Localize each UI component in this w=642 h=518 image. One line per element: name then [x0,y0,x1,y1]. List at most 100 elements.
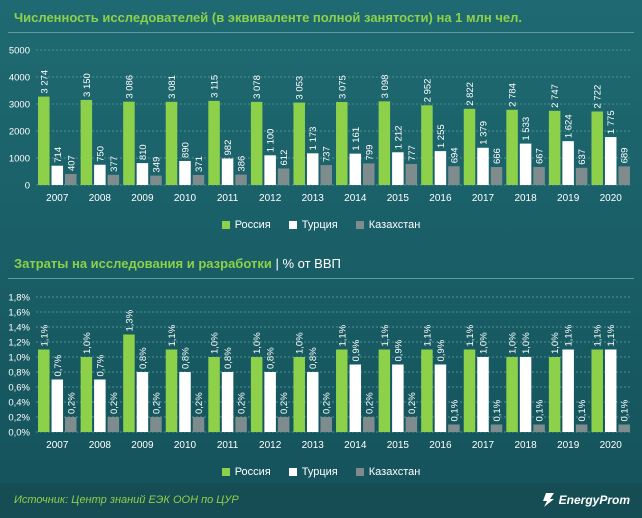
legend-item-turkey: Турция [288,466,338,478]
x-tick-label: 2016 [429,440,452,451]
data-label-kazakhstan: 799 [364,145,375,161]
chart-title-researchers: Численность исследователей (в эквивалент… [14,10,522,25]
bar-kazakhstan [65,174,77,185]
bar-russia [38,96,50,185]
legend-swatch-kazakhstan [355,468,364,476]
chart-title-text: Численность исследователей (в эквивалент… [14,10,523,25]
x-tick-label: 2013 [302,440,325,451]
bar-russia [421,105,433,185]
footer-bar [0,483,642,518]
x-tick-label: 2017 [472,440,495,451]
data-label-kazakhstan: 0,2% [151,392,162,414]
legend-top: Россия Турция Казахстан [0,219,642,231]
y-tick-label: 1,2% [8,338,30,349]
data-label-russia: 1,1% [380,324,391,346]
legend-label-russia: Россия [234,219,271,231]
legend-bottom: Россия Турция Казахстан [0,466,642,478]
bar-russia [548,357,561,432]
bar-russia [336,101,348,185]
bar-kazakhstan [192,174,205,185]
bar-kazakhstan [277,168,290,185]
data-label-russia: 3 274 [39,70,50,94]
bar-russia [506,109,518,185]
bar-kazakhstan [618,424,630,432]
y-tick-label: 2000 [9,127,30,138]
data-label-russia: 3 115 [210,75,221,98]
bar-kazakhstan [320,165,332,185]
data-label-kazakhstan: 0,2% [364,392,375,414]
bar-kazakhstan [65,417,77,432]
x-tick-label: 2014 [344,193,367,204]
legend-swatch-kazakhstan [355,221,364,229]
bar-turkey [349,153,362,185]
title-separator: | [275,256,279,271]
legend-label-turkey: Турция [301,219,338,231]
bar-russia [378,349,391,432]
bar-kazakhstan [235,417,247,432]
bar-russia [250,101,263,185]
legend-label-kazakhstan: Казахстан [368,219,421,231]
x-tick-label: 2007 [46,193,69,204]
y-tick-label: 0 [25,181,30,192]
data-label-russia: 1,0% [295,332,306,354]
bar-russia [80,357,93,432]
data-label-kazakhstan: 0,2% [66,392,77,414]
logo: EnergyProm [540,492,630,508]
x-tick-label: 2020 [600,440,623,451]
x-tick-label: 2018 [514,193,537,204]
legend-label-russia: Россия [234,466,271,478]
data-label-russia: 2 722 [593,85,604,109]
data-label-turkey: 0,8% [266,347,277,369]
bar-turkey [477,147,489,185]
data-label-turkey: 1 100 [266,129,277,153]
bar-turkey [604,137,617,185]
data-label-turkey: 0,7% [95,354,106,376]
y-tick-label: 1000 [9,154,30,165]
data-label-turkey: 1,1% [564,324,575,346]
title-divider [8,278,634,279]
data-label-kazakhstan: 386 [237,156,248,172]
bar-kazakhstan [448,424,460,432]
bar-kazakhstan [405,417,418,432]
data-label-russia: 2 822 [465,82,476,106]
data-label-kazakhstan: 612 [279,150,290,166]
x-tick-label: 2020 [600,193,623,204]
bar-russia [548,110,561,185]
chart-subtitle: % от ВВП [282,256,341,271]
data-label-turkey: 1 212 [393,125,404,149]
bar-turkey [264,372,276,432]
bar-russia [123,334,135,432]
data-label-turkey: 1,0% [521,332,532,354]
data-label-turkey: 0,9% [436,339,447,361]
data-label-kazakhstan: 377 [109,156,120,172]
x-tick-label: 2008 [89,440,112,451]
x-tick-label: 2012 [259,193,282,204]
bar-turkey [604,349,617,432]
bar-turkey [94,164,106,185]
data-label-russia: 3 053 [295,76,306,100]
bar-kazakhstan [150,417,162,432]
data-label-russia: 3 086 [124,75,135,99]
x-tick-label: 2010 [174,193,197,204]
bar-kazakhstan [235,174,247,185]
x-tick-label: 2016 [429,193,452,204]
data-label-russia: 3 081 [167,75,178,99]
y-tick-label: 1,4% [8,323,30,334]
y-tick-label: 1,6% [8,308,30,319]
legend-swatch-turkey [288,468,297,476]
data-label-russia: 3 078 [252,75,263,99]
legend-label-turkey: Турция [301,466,338,478]
x-tick-label: 2011 [217,440,239,451]
data-label-russia: 3 098 [380,75,391,99]
bar-russia [208,357,220,432]
bar-turkey [306,372,319,432]
x-tick-label: 2018 [514,440,537,451]
x-tick-label: 2013 [302,193,325,204]
y-tick-label: 0,6% [8,383,30,394]
bar-turkey [221,372,234,432]
bar-turkey [349,364,362,432]
legend-item-kazakhstan: Казахстан [355,466,420,478]
data-label-turkey: 1 624 [564,114,575,138]
data-label-kazakhstan: 737 [322,146,333,162]
